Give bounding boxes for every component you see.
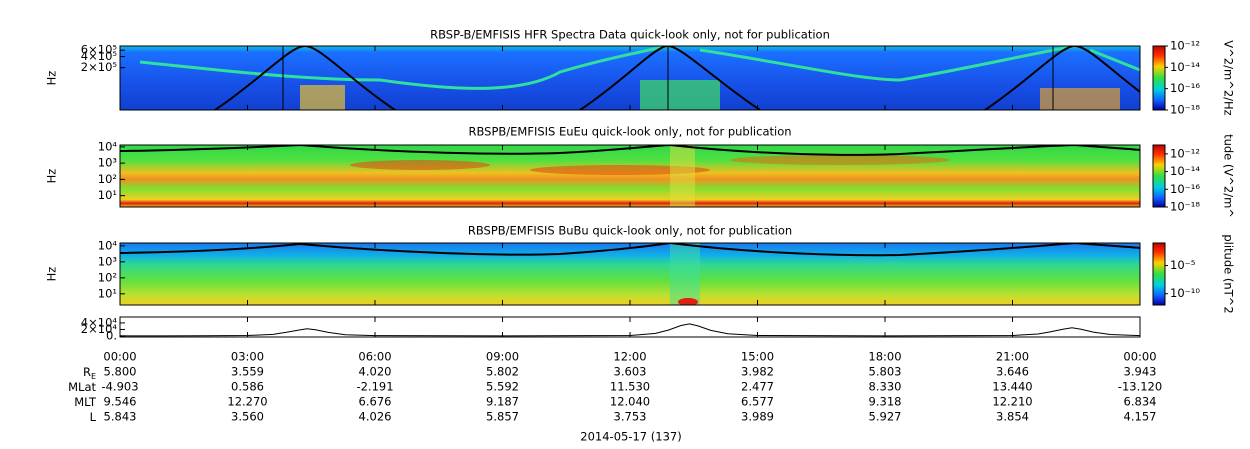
ephemeris-value: -13.120 bbox=[1118, 380, 1162, 394]
ephemeris-subscript: E bbox=[91, 372, 96, 381]
y-axis-label: Hz bbox=[45, 169, 59, 184]
y-tick-label: 10⁴ bbox=[98, 139, 118, 153]
ephemeris-value: 6.676 bbox=[359, 395, 392, 409]
ephemeris-value: 5.802 bbox=[486, 365, 519, 379]
ephemeris-value: 5.857 bbox=[486, 410, 519, 424]
x-tick-label: 03:00 bbox=[231, 350, 264, 364]
colorbar-tick-label: 10⁻¹⁰ bbox=[1170, 286, 1200, 300]
panel-title: RBSP-B/EMFISIS HFR Spectra Data quick-lo… bbox=[430, 28, 830, 42]
ephemeris-value: 9.546 bbox=[104, 395, 137, 409]
ephemeris-value: 12.040 bbox=[610, 395, 650, 409]
y-tick-label: 10³ bbox=[98, 156, 118, 170]
colorbar-tick-label: 10⁻¹⁸ bbox=[1170, 103, 1200, 117]
ephemeris-row-label: RE bbox=[83, 365, 96, 381]
panel-title: RBSPB/EMFISIS BuBu quick-look only, not … bbox=[468, 224, 792, 238]
colorbars bbox=[1153, 46, 1165, 305]
y-tick-label: 10² bbox=[98, 172, 117, 186]
y-tick-label: 2×10⁵ bbox=[81, 60, 118, 74]
colorbar-tick-label: 10⁻¹² bbox=[1170, 39, 1200, 53]
x-tick-label: 09:00 bbox=[486, 350, 519, 364]
y-tick-label: 6×10⁵ bbox=[81, 43, 118, 57]
ephemeris-value: 5.592 bbox=[486, 380, 519, 394]
ephemeris-value: 3.646 bbox=[996, 365, 1029, 379]
y-tick-label: 10³ bbox=[98, 254, 118, 268]
colorbar-label: plitude (nT^2 bbox=[1222, 234, 1236, 313]
ephemeris-value: 3.989 bbox=[741, 410, 774, 424]
y-tick-label: 10⁴ bbox=[98, 238, 118, 252]
ephemeris-value: 8.330 bbox=[869, 380, 902, 394]
ephemeris-value: 3.753 bbox=[614, 410, 647, 424]
y-tick-label: 10¹ bbox=[98, 188, 117, 202]
x-tick-label: 12:00 bbox=[613, 350, 646, 364]
ephemeris-value: 0.586 bbox=[231, 380, 264, 394]
colorbar-label: V^2/m^2/Hz bbox=[1222, 40, 1236, 115]
colorbar-frame bbox=[1152, 45, 1166, 111]
ephemeris-row-label: MLat bbox=[68, 380, 96, 394]
colorbar-tick-label: 10⁻¹⁶ bbox=[1170, 182, 1200, 196]
ephemeris-value: 9.187 bbox=[486, 395, 519, 409]
ephemeris-label: MLT bbox=[74, 395, 97, 409]
colorbar-label: tude (V^2/m^ bbox=[1222, 134, 1236, 218]
ephemeris-value: 11.530 bbox=[610, 380, 650, 394]
line bbox=[119, 323, 1141, 337]
ephemeris-value: 5.800 bbox=[104, 365, 137, 379]
ephemeris-value: 6.577 bbox=[741, 395, 774, 409]
ephemeris-value: 5.927 bbox=[869, 410, 902, 424]
ephemeris-value: 4.157 bbox=[1124, 410, 1157, 424]
colorbar-tick-label: 10⁻¹² bbox=[1170, 146, 1200, 160]
date-label: 2014-05-17 (137) bbox=[580, 430, 681, 444]
ephemeris-label: R bbox=[83, 365, 91, 379]
y-tick-label: 0. bbox=[106, 329, 117, 343]
y-tick-label: 4×10⁵ bbox=[81, 49, 118, 63]
colorbar-tick-label: 10⁻¹⁴ bbox=[1170, 60, 1200, 74]
ephemeris-value: 3.982 bbox=[741, 365, 774, 379]
ephemeris-value: -2.191 bbox=[356, 380, 393, 394]
ephemeris-row-label: L bbox=[90, 410, 97, 424]
colorbar-tick-label: 10⁻⁵ bbox=[1170, 258, 1196, 272]
x-tick-label: 00:00 bbox=[103, 350, 136, 364]
ephemeris-value: 6.834 bbox=[1124, 395, 1157, 409]
ephemeris-value: 12.270 bbox=[227, 395, 267, 409]
x-tick-label: 15:00 bbox=[741, 350, 774, 364]
ephemeris-value: 3.560 bbox=[231, 410, 264, 424]
ephemeris-value: 3.943 bbox=[1124, 365, 1157, 379]
colorbar-frame bbox=[1152, 144, 1166, 208]
ephemeris-value: 4.020 bbox=[359, 365, 392, 379]
ephemeris-value: 5.803 bbox=[869, 365, 902, 379]
x-tick-label: 06:00 bbox=[358, 350, 391, 364]
ephemeris-row-label: MLT bbox=[74, 395, 97, 409]
ephemeris-value: 5.843 bbox=[104, 410, 137, 424]
colorbar-frame bbox=[1152, 242, 1166, 306]
ephemeris-label: L bbox=[90, 410, 97, 424]
y-tick-label: 10¹ bbox=[98, 286, 117, 300]
panel-title: RBSPB/EMFISIS EuEu quick-look only, not … bbox=[468, 125, 791, 139]
ephemeris-value: 12.210 bbox=[992, 395, 1032, 409]
x-tick-label: 21:00 bbox=[996, 350, 1029, 364]
y-tick-label: 4×10⁴ bbox=[81, 315, 118, 329]
ephemeris-value: 9.318 bbox=[869, 395, 902, 409]
y-axis-label: Hz bbox=[45, 71, 59, 86]
ephemeris-value: 3.603 bbox=[614, 365, 647, 379]
colorbar-tick-label: 10⁻¹⁸ bbox=[1170, 200, 1200, 214]
ephemeris-value: 2.477 bbox=[741, 380, 774, 394]
colorbar-tick-label: 10⁻¹⁴ bbox=[1170, 164, 1200, 178]
y-tick-label: 10² bbox=[98, 270, 117, 284]
ephemeris-value: 3.559 bbox=[231, 365, 264, 379]
x-tick-label: 00:00 bbox=[1123, 350, 1156, 364]
y-tick-label: 2×10⁴ bbox=[81, 322, 118, 336]
ephemeris-value: 4.026 bbox=[359, 410, 392, 424]
colorbar-tick-label: 10⁻¹⁶ bbox=[1170, 81, 1200, 95]
ephemeris-value: -4.903 bbox=[101, 380, 138, 394]
x-tick-label: 18:00 bbox=[868, 350, 901, 364]
ephemeris-value: 3.854 bbox=[996, 410, 1029, 424]
ephemeris-label: MLat bbox=[68, 380, 96, 394]
spectrogram-image bbox=[120, 46, 1140, 305]
y-axis-label: Hz bbox=[45, 267, 59, 282]
ephemeris-value: 13.440 bbox=[992, 380, 1032, 394]
